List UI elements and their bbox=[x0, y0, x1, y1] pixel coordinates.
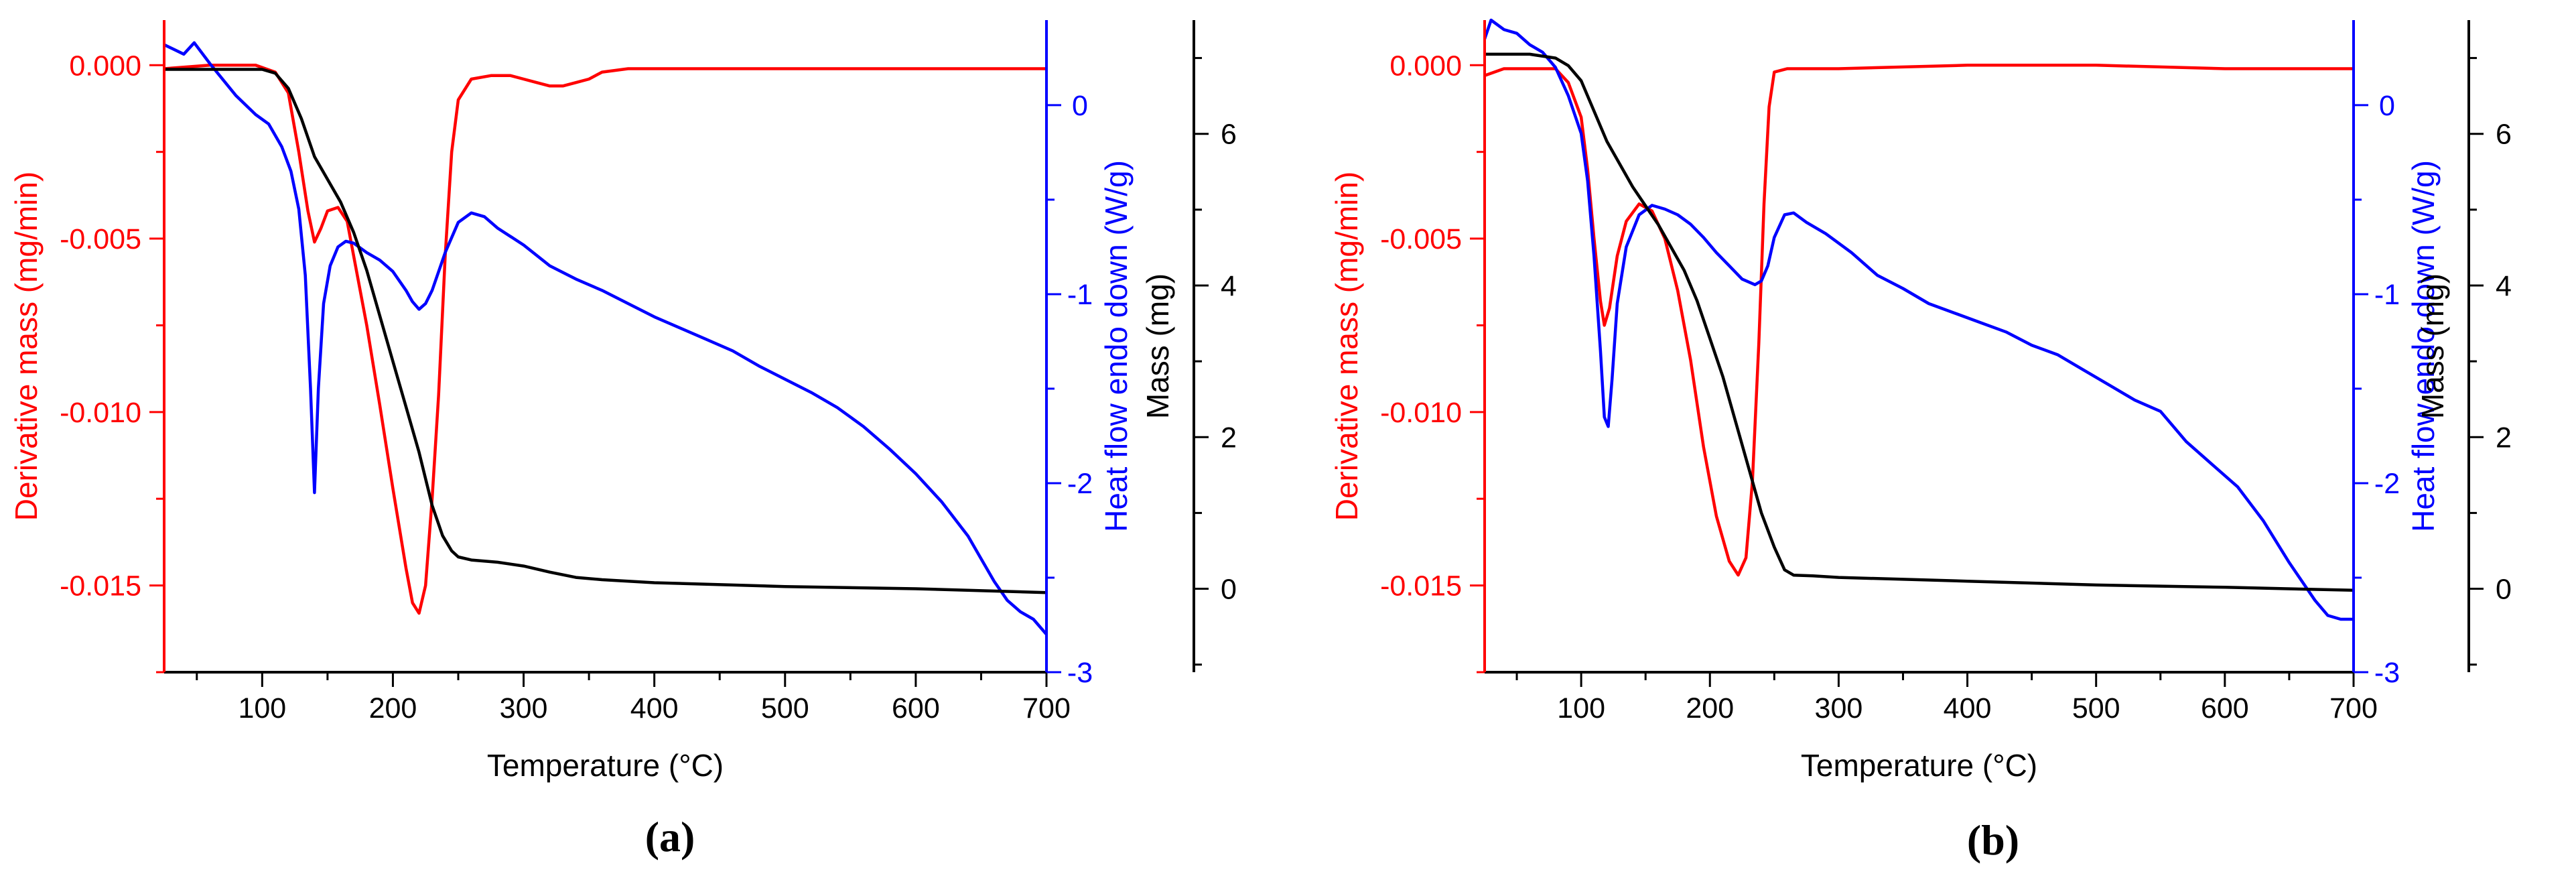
x-tick-label: 600 bbox=[892, 692, 940, 724]
x-tick-label: 400 bbox=[1944, 692, 1992, 724]
mass-line bbox=[164, 68, 1046, 594]
x-axis-title: Temperature (°C) bbox=[487, 748, 724, 783]
heat-flow-tick-label: -3 bbox=[1067, 657, 1093, 689]
heat-flow-tick-label: 0 bbox=[1072, 90, 1088, 122]
heat-flow-line bbox=[164, 41, 1046, 636]
left-tick-label: -0.015 bbox=[60, 570, 141, 602]
mass-line bbox=[1485, 52, 2354, 592]
mass-tick-label: 4 bbox=[2496, 270, 2512, 302]
x-tick-label: 500 bbox=[761, 692, 809, 724]
heat-flow-tick-label: -1 bbox=[1067, 279, 1093, 311]
mass-tick-label: 2 bbox=[2496, 422, 2512, 454]
x-axis-title: Temperature (°C) bbox=[1801, 748, 2037, 783]
mass-tick-label: 0 bbox=[1221, 574, 1237, 606]
left-tick-label: -0.005 bbox=[1380, 223, 1462, 255]
left-tick-label: -0.010 bbox=[1380, 397, 1462, 429]
mass-tick-label: 0 bbox=[2496, 574, 2512, 606]
mass-axis-title: Mass (mg) bbox=[2415, 273, 2450, 419]
heat-flow-tick-label: -3 bbox=[2374, 657, 2400, 689]
x-tick-label: 300 bbox=[500, 692, 548, 724]
mass-axis-title: Mass (mg) bbox=[1140, 273, 1175, 419]
left-axis-title: Derivative mass (mg/min) bbox=[1329, 172, 1364, 521]
x-tick-label: 700 bbox=[2329, 692, 2378, 724]
heat-flow-axis-title: Heat flow endo down (W/g) bbox=[2406, 160, 2441, 532]
x-tick-label: 400 bbox=[630, 692, 679, 724]
heat-flow-tick-label: -2 bbox=[1067, 468, 1093, 500]
left-tick-label: -0.015 bbox=[1380, 570, 1462, 602]
mass-tick-label: 4 bbox=[1221, 270, 1237, 302]
derivative-mass-line bbox=[1485, 64, 2354, 577]
x-tick-label: 200 bbox=[369, 692, 417, 724]
derivative-mass-line bbox=[164, 64, 1046, 615]
x-tick-label: 100 bbox=[1557, 692, 1605, 724]
left-tick-label: 0.000 bbox=[1389, 50, 1462, 82]
panel-label: (b) bbox=[1967, 816, 2019, 864]
panel-label: (a) bbox=[645, 813, 695, 861]
heat-flow-tick-label: -2 bbox=[2374, 468, 2400, 500]
mass-tick-label: 6 bbox=[2496, 119, 2512, 151]
heat-flow-line bbox=[1485, 18, 2354, 621]
heat-flow-tick-label: 0 bbox=[2379, 90, 2395, 122]
left-tick-label: -0.005 bbox=[60, 223, 141, 255]
heat-flow-tick-label: -1 bbox=[2374, 279, 2400, 311]
x-tick-label: 600 bbox=[2201, 692, 2249, 724]
mass-tick-label: 6 bbox=[1221, 119, 1237, 151]
x-tick-label: 500 bbox=[2072, 692, 2120, 724]
x-tick-label: 200 bbox=[1686, 692, 1734, 724]
x-tick-label: 700 bbox=[1022, 692, 1071, 724]
x-tick-label: 100 bbox=[238, 692, 286, 724]
heat-flow-axis-title: Heat flow endo down (W/g) bbox=[1099, 160, 1134, 532]
x-tick-label: 300 bbox=[1815, 692, 1863, 724]
left-tick-label: -0.010 bbox=[60, 397, 141, 429]
mass-tick-label: 2 bbox=[1221, 422, 1237, 454]
left-axis-title: Derivative mass (mg/min) bbox=[9, 172, 44, 521]
left-tick-label: 0.000 bbox=[69, 50, 141, 82]
